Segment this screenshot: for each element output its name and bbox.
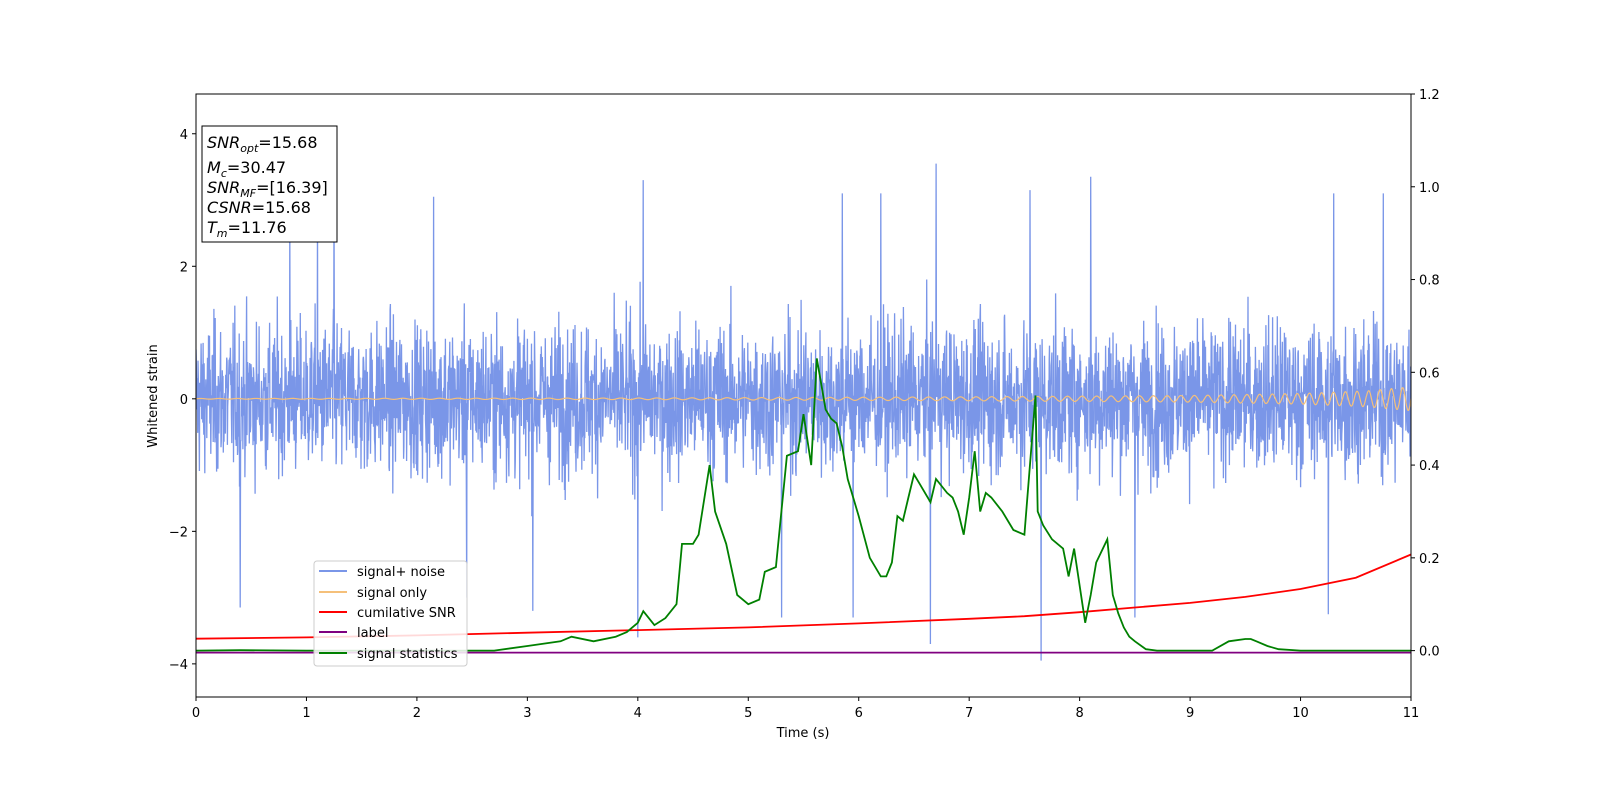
x-tick-label: 5	[744, 706, 752, 721]
legend-item-signal-only: signal only	[319, 586, 427, 601]
legend-item-signal-statistics: signal statistics	[319, 647, 458, 662]
y-axis-left: 4 2 0 −2 −4	[169, 128, 196, 673]
x-tick-label: 8	[1075, 706, 1083, 721]
y-tick-label: −4	[169, 658, 188, 673]
x-tick-label: 11	[1403, 706, 1420, 721]
series-cumulative-snr	[196, 553, 1411, 640]
y-axis-right: 1.2 1.0 0.8 0.6 0.4 0.2 0.0	[1411, 88, 1440, 660]
svg-text:signal only: signal only	[357, 586, 427, 601]
x-tick-label: 3	[523, 706, 531, 721]
series-signal-only	[196, 387, 1411, 412]
info-tm: Tm=11.76	[207, 218, 287, 240]
legend-item-signal-noise: signal+ noise	[319, 565, 445, 580]
y2-tick-label: 0.6	[1419, 366, 1440, 381]
y-tick-label: 2	[180, 260, 188, 275]
x-tick-label: 10	[1292, 706, 1309, 721]
info-snr-mf: SNRMF=[16.39]	[207, 178, 328, 200]
x-tick-label: 0	[192, 706, 200, 721]
x-tick-label: 1	[302, 706, 310, 721]
info-snr-opt: SNRopt=15.68	[207, 133, 318, 155]
y2-tick-label: 0.8	[1419, 274, 1440, 289]
x-tick-label: 6	[855, 706, 863, 721]
plot-frame	[195, 93, 1412, 698]
x-tick-label: 7	[965, 706, 973, 721]
info-annotation-box: SNRopt=15.68 Mc=30.47 SNRMF=[16.39] CSNR…	[201, 125, 338, 243]
svg-text:signal+ noise: signal+ noise	[357, 565, 445, 580]
y-tick-label: 0	[180, 393, 188, 408]
svg-text:label: label	[357, 626, 388, 641]
x-tick-label: 4	[634, 706, 642, 721]
x-tick-label: 9	[1186, 706, 1194, 721]
y2-tick-label: 0.2	[1419, 552, 1440, 567]
y-axis-label: Whitened strain	[146, 344, 161, 447]
series-signal-noise	[196, 163, 1411, 661]
y2-tick-label: 0.0	[1419, 645, 1440, 660]
y2-tick-label: 1.2	[1419, 88, 1440, 103]
y-tick-label: −2	[169, 525, 188, 540]
info-csnr: CSNR=15.68	[207, 198, 311, 217]
y2-tick-label: 1.0	[1419, 181, 1440, 196]
y2-tick-label: 0.4	[1419, 459, 1440, 474]
legend: signal+ noise signal only cumilative SNR…	[313, 560, 468, 667]
y-tick-label: 4	[180, 128, 188, 143]
legend-item-cumulative-snr: cumilative SNR	[319, 606, 456, 621]
info-mc: Mc=30.47	[207, 158, 286, 180]
series-signal-statistics	[196, 358, 1411, 652]
x-axis: 0 1 2 3 4 5 6 7 8 9 10 11	[192, 697, 1419, 721]
x-axis-label: Time (s)	[776, 726, 830, 741]
legend-item-label: label	[319, 626, 388, 641]
x-tick-label: 2	[413, 706, 421, 721]
svg-text:cumilative SNR: cumilative SNR	[357, 606, 456, 621]
svg-text:signal statistics: signal statistics	[357, 647, 458, 662]
